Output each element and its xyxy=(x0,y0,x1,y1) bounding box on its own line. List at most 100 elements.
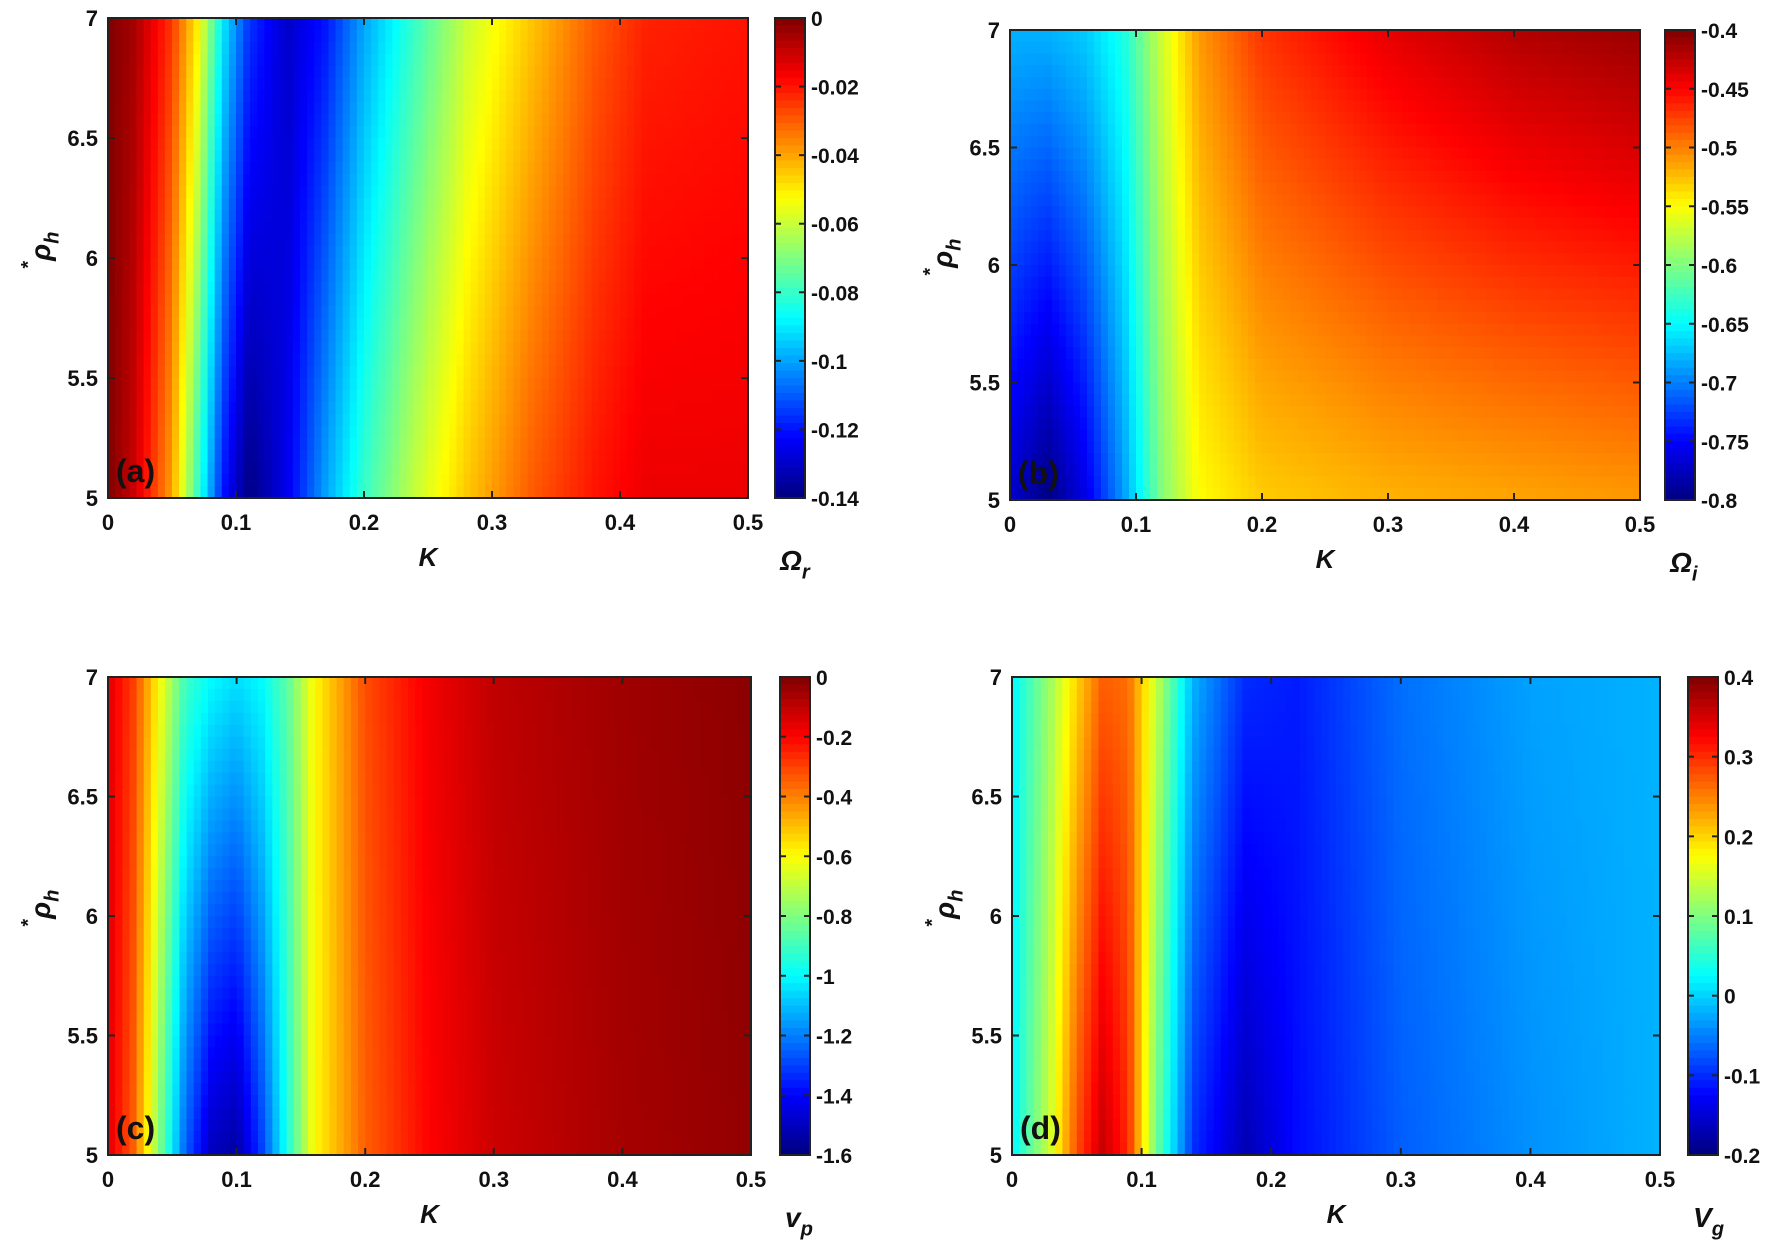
heatmap-cell-0 xyxy=(143,114,152,127)
colorbar-step-0 xyxy=(775,63,805,72)
heatmap-cell-0 xyxy=(548,342,557,355)
heatmap-cell-1 xyxy=(1451,53,1459,67)
heatmap-cell-0 xyxy=(172,282,180,295)
heatmap-cell-0 xyxy=(200,318,209,331)
heatmap-cell-0 xyxy=(136,174,145,187)
heatmap-cell-0 xyxy=(698,462,707,475)
heatmap-cell-0 xyxy=(157,162,166,175)
heatmap-cell-0 xyxy=(634,30,643,43)
heatmap-cell-0 xyxy=(684,426,692,439)
heatmap-cell-0 xyxy=(627,150,636,163)
heatmap-cell-0 xyxy=(236,174,244,187)
heatmap-cell-0 xyxy=(157,342,166,355)
colorbar-step-0 xyxy=(775,310,805,319)
heatmap-cell-0 xyxy=(648,198,657,211)
heatmap-cell-0 xyxy=(378,270,387,283)
heatmap-cell-0 xyxy=(399,66,408,79)
heatmap-cell-0 xyxy=(499,462,508,475)
heatmap-cell-0 xyxy=(264,54,273,67)
heatmap-cell-0 xyxy=(243,30,252,43)
heatmap-cell-0 xyxy=(413,186,422,199)
heatmap-cell-0 xyxy=(157,402,166,415)
heatmap-cell-0 xyxy=(527,330,536,343)
heatmap-cell-1 xyxy=(1115,88,1123,102)
heatmap-cell-0 xyxy=(698,390,707,403)
heatmap-cell-1 xyxy=(1633,147,1641,161)
heatmap-cell-1 xyxy=(1430,112,1438,125)
heatmap-cell-0 xyxy=(726,174,735,187)
heatmap-cell-1 xyxy=(1619,88,1627,102)
heatmap-cell-0 xyxy=(129,318,138,331)
heatmap-cell-0 xyxy=(428,78,436,91)
heatmap-cell-0 xyxy=(499,78,508,91)
heatmap-cell-0 xyxy=(470,150,479,163)
heatmap-cell-0 xyxy=(193,450,202,463)
heatmap-cell-0 xyxy=(442,450,451,463)
heatmap-cell-0 xyxy=(214,102,223,115)
heatmap-cell-0 xyxy=(577,450,586,463)
heatmap-cell-1 xyxy=(1269,171,1277,184)
heatmap-cell-0 xyxy=(520,474,529,487)
heatmap-cell-0 xyxy=(157,30,166,43)
heatmap-cell-0 xyxy=(463,174,472,187)
heatmap-cell-0 xyxy=(108,378,116,391)
heatmap-cell-0 xyxy=(278,414,287,427)
heatmap-cell-0 xyxy=(534,246,543,259)
x-tick-label-0: 0.2 xyxy=(349,510,380,535)
heatmap-cell-1 xyxy=(1528,77,1536,90)
heatmap-cell-1 xyxy=(1101,147,1109,161)
heatmap-cell-0 xyxy=(527,438,536,451)
heatmap-cell-1 xyxy=(1094,124,1102,137)
heatmap-cell-0 xyxy=(669,222,678,235)
heatmap-cell-0 xyxy=(463,306,472,319)
heatmap-cell-0 xyxy=(726,42,735,55)
heatmap-cell-0 xyxy=(150,186,159,199)
heatmap-cell-1 xyxy=(1521,159,1529,172)
heatmap-cell-0 xyxy=(428,162,436,175)
heatmap-cell-1 xyxy=(1570,88,1578,102)
heatmap-cell-0 xyxy=(712,306,721,319)
heatmap-cell-0 xyxy=(698,306,707,319)
heatmap-cell-1 xyxy=(1318,135,1326,149)
heatmap-cell-0 xyxy=(129,294,138,307)
heatmap-cell-1 xyxy=(1374,159,1382,172)
heatmap-cell-0 xyxy=(285,270,294,283)
heatmap-cell-1 xyxy=(1199,88,1207,102)
heatmap-cell-0 xyxy=(662,150,671,163)
heatmap-cell-0 xyxy=(172,330,180,343)
heatmap-cell-1 xyxy=(1451,77,1459,90)
heatmap-cell-0 xyxy=(364,198,372,211)
heatmap-cell-0 xyxy=(548,330,557,343)
heatmap-cell-0 xyxy=(726,294,735,307)
heatmap-cell-1 xyxy=(1052,53,1060,67)
heatmap-cell-0 xyxy=(214,402,223,415)
heatmap-cell-0 xyxy=(115,90,124,103)
heatmap-cell-0 xyxy=(150,306,159,319)
heatmap-cell-0 xyxy=(129,210,138,223)
heatmap-cell-0 xyxy=(207,270,216,283)
heatmap-cell-0 xyxy=(164,18,173,31)
heatmap-cell-1 xyxy=(1311,159,1319,172)
heatmap-cell-0 xyxy=(207,474,216,487)
heatmap-cell-0 xyxy=(598,450,607,463)
heatmap-cell-1 xyxy=(1045,88,1053,102)
heatmap-cell-0 xyxy=(740,450,749,463)
heatmap-cell-0 xyxy=(143,270,152,283)
heatmap-cell-0 xyxy=(506,414,515,427)
heatmap-cell-1 xyxy=(1066,159,1074,172)
heatmap-cell-1 xyxy=(1605,77,1613,90)
heatmap-cell-0 xyxy=(691,42,700,55)
heatmap-cell-0 xyxy=(598,282,607,295)
heatmap-cell-1 xyxy=(1479,182,1487,196)
heatmap-cell-1 xyxy=(1437,182,1445,196)
heatmap-cell-0 xyxy=(584,246,593,259)
heatmap-cell-1 xyxy=(1199,171,1207,184)
heatmap-cell-0 xyxy=(349,378,358,391)
heatmap-cell-0 xyxy=(527,294,536,307)
heatmap-cell-0 xyxy=(314,174,323,187)
heatmap-cell-1 xyxy=(1143,65,1151,78)
heatmap-cell-0 xyxy=(342,354,351,367)
heatmap-cell-0 xyxy=(385,18,394,31)
heatmap-cell-1 xyxy=(1346,65,1354,78)
heatmap-cell-1 xyxy=(1591,53,1599,67)
